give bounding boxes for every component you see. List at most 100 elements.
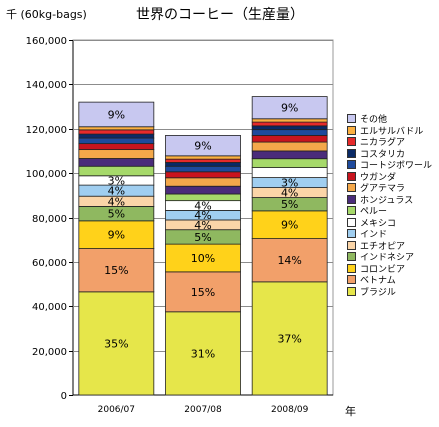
- bar-segment: [165, 165, 241, 173]
- legend-item: ベトナム: [347, 274, 432, 286]
- bar-segment: [165, 177, 241, 187]
- legend-label: ニカラグア: [360, 138, 406, 149]
- legend-label: グアテマラ: [360, 184, 406, 195]
- x-tick-label: 2006/07: [98, 405, 135, 415]
- bar-segment: [78, 158, 155, 167]
- legend-swatch: [347, 252, 356, 262]
- data-label: 9%: [194, 140, 211, 153]
- legend-item: ブラジル: [347, 286, 432, 298]
- bar-segment: [78, 126, 155, 131]
- data-label: 35%: [104, 337, 128, 350]
- legend-item: ウガンダ: [347, 171, 432, 183]
- legend-swatch: [347, 275, 356, 285]
- legend-swatch: [347, 206, 356, 216]
- y-axis-unit-label: 千 (60kg-bags): [6, 8, 87, 21]
- legend-label: ウガンダ: [360, 172, 397, 183]
- legend-item: ニカラグア: [347, 136, 432, 148]
- data-label: 5%: [194, 231, 211, 244]
- legend-item: インド: [347, 228, 432, 240]
- bar-segment: [78, 248, 155, 293]
- legend-swatch: [347, 217, 356, 227]
- bar-segment: [78, 133, 155, 139]
- data-label: 15%: [191, 286, 215, 299]
- legend-swatch: [347, 148, 356, 158]
- data-label: 10%: [191, 252, 215, 265]
- data-label: 9%: [108, 229, 125, 242]
- bar-segment: [78, 137, 155, 145]
- y-tick-label: 140,000: [26, 80, 67, 91]
- bar-segment: [78, 220, 155, 249]
- bar-segment: [251, 238, 328, 283]
- bar-segment: [251, 129, 328, 136]
- legend-swatch: [347, 137, 356, 147]
- bar-segment: [251, 150, 328, 160]
- bar-segment: [165, 171, 241, 179]
- legend-item: グアテマラ: [347, 182, 432, 194]
- legend-label: インドネシア: [360, 253, 415, 264]
- bar-segment: [251, 141, 328, 152]
- legend-label: ホンジュラス: [360, 195, 414, 206]
- bar-segment: [165, 135, 241, 157]
- bar-segment: [251, 167, 328, 178]
- legend-label: コートジボワール: [360, 161, 433, 172]
- chart-title: 世界のコーヒー（生産量）: [136, 7, 304, 23]
- x-tick-label: 2008/09: [271, 405, 309, 415]
- legend-item: その他: [347, 113, 432, 125]
- bar-segment: [251, 281, 328, 396]
- bar-segment: [165, 193, 241, 202]
- bar-segment: [165, 162, 241, 167]
- data-label: 37%: [277, 332, 301, 345]
- data-label: 4%: [281, 187, 298, 200]
- bar-segment: [165, 243, 241, 273]
- data-label: 5%: [108, 208, 125, 221]
- legend-swatch: [347, 114, 356, 124]
- legend-label: ブラジル: [360, 287, 396, 298]
- bar-segment: [165, 271, 241, 313]
- legend-swatch: [347, 240, 356, 250]
- bar-segment: [78, 143, 155, 151]
- bar-segment: [251, 135, 328, 143]
- data-label: 4%: [108, 195, 125, 208]
- legend-label: エルサルバドル: [360, 126, 424, 137]
- legend-item: メキシコ: [347, 217, 432, 229]
- legend-label: ペルー: [360, 207, 388, 218]
- legend-item: ペルー: [347, 205, 432, 217]
- bar-segment: [251, 121, 328, 127]
- data-label: 3%: [281, 177, 298, 190]
- data-label: 9%: [281, 219, 298, 232]
- data-label: 5%: [281, 198, 298, 211]
- legend-item: ホンジュラス: [347, 194, 432, 206]
- y-tick-label: 80,000: [32, 214, 67, 225]
- legend-swatch: [347, 194, 356, 204]
- y-tick-label: 160,000: [26, 36, 67, 47]
- legend-swatch: [347, 183, 356, 193]
- y-tick-label: 120,000: [26, 125, 67, 136]
- legend-item: インドネシア: [347, 251, 432, 263]
- bar-segment: [78, 129, 155, 135]
- bar-segment: [78, 291, 155, 396]
- data-label: 31%: [191, 347, 215, 360]
- legend-label: コロンビア: [360, 264, 406, 275]
- legend-label: インド: [360, 230, 388, 241]
- legend-label: コスタリカ: [360, 149, 406, 160]
- y-tick-label: 100,000: [26, 169, 67, 180]
- legend-item: コスタリカ: [347, 148, 432, 160]
- bar-segment: [165, 155, 241, 160]
- bar-segment: [78, 149, 155, 159]
- y-tick-label: 0: [61, 391, 67, 402]
- bar-segment: [165, 311, 241, 396]
- legend-swatch: [347, 263, 356, 273]
- bar-segment: [165, 185, 241, 195]
- x-axis-label: 年: [345, 404, 356, 418]
- legend-swatch: [347, 171, 356, 181]
- bar-segment: [251, 125, 328, 131]
- data-label: 9%: [108, 108, 125, 121]
- legend-label: メキシコ: [360, 218, 397, 229]
- legend-item: エルサルバドル: [347, 125, 432, 137]
- data-label: 4%: [194, 219, 211, 232]
- y-tick-label: 20,000: [32, 347, 67, 358]
- data-label: 15%: [104, 264, 128, 277]
- bar-segment: [251, 158, 328, 168]
- legend-swatch: [347, 125, 356, 135]
- bar-segment: [78, 165, 155, 177]
